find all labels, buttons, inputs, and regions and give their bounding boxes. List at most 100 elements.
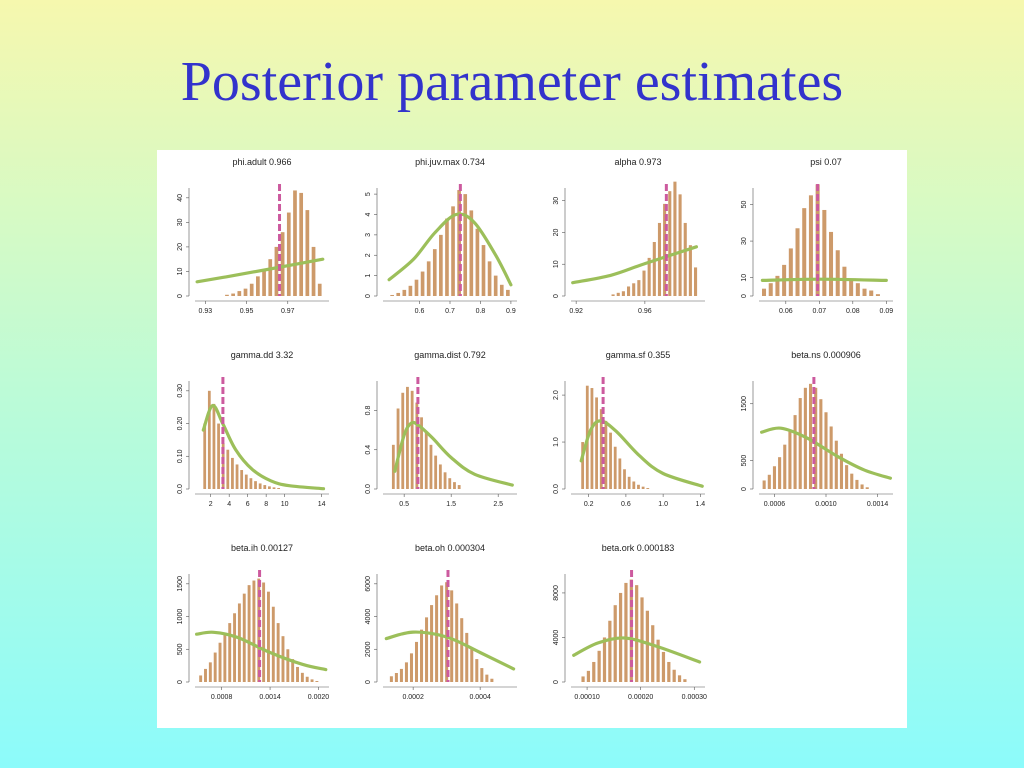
histogram-bar [391, 444, 395, 489]
y-tick-label: 5 [365, 192, 372, 196]
y-tick-label: 3 [365, 233, 372, 237]
histogram-bar [663, 203, 667, 296]
x-tick-label: 0.6 [621, 501, 631, 508]
y-tick-label: 1 [365, 274, 372, 278]
x-tick-label: 0.92 [569, 308, 583, 315]
panel-title: beta.oh 0.000304 [415, 543, 485, 553]
histogram-bar [768, 283, 773, 296]
y-tick-label: 20 [553, 228, 560, 236]
histogram-bar [651, 625, 655, 682]
y-tick-label: 10 [553, 260, 560, 268]
panel-beta-ns: beta.ns 0.000906 0.0006 0.0010 0.0014 0 500 15… [741, 350, 893, 508]
histogram-bar [434, 455, 438, 489]
histogram-bar [415, 402, 419, 489]
histogram-bar [300, 672, 304, 682]
histogram-bar [263, 485, 267, 489]
panel-title: psi 0.07 [810, 157, 842, 167]
x-tick-label: 2.5 [493, 501, 503, 508]
histogram-bar [597, 650, 601, 682]
x-tick-label: 0.0014 [867, 501, 889, 508]
panel-title: beta.ih 0.00127 [231, 543, 293, 553]
y-tick-label: 4000 [365, 609, 372, 625]
histogram-bar [772, 466, 777, 489]
histogram-bar [414, 279, 419, 296]
histogram-bar [268, 486, 271, 489]
histogram-bar [656, 639, 660, 682]
histogram-bar [262, 582, 266, 682]
histogram-bar [394, 673, 398, 682]
histogram-bar [493, 275, 498, 296]
histogram-bar [293, 190, 297, 296]
histogram-bar [203, 423, 207, 489]
histogram-bar [834, 440, 838, 489]
histogram-bar [451, 206, 455, 296]
histogram-bar [453, 482, 456, 489]
histogram-bar [599, 409, 603, 489]
histogram-bar [299, 192, 304, 296]
histogram-bar [296, 666, 299, 682]
x-tick-label: 1.4 [695, 501, 705, 508]
histogram-bar [586, 670, 591, 682]
histogram-bar [618, 458, 622, 489]
x-tick-label: 0.08 [846, 308, 860, 315]
x-tick-label: 1.5 [446, 501, 456, 508]
panel-phi-juv-max: phi.juv.max 0.734 0.6 0.7 0.8 0.9 0 1 2 3 4 5 [365, 157, 517, 315]
histogram-bar [855, 283, 860, 296]
panel-beta-ork: beta.ork 0.000183 0.00010 0.00020 0.00030 0 4… [553, 543, 707, 701]
histogram-bar [862, 288, 867, 296]
histogram-bar [231, 457, 234, 489]
histogram-bar [778, 457, 782, 489]
histogram-bar [223, 632, 227, 682]
histogram-bar [788, 431, 792, 489]
panel-psi: psi 0.07 0.06 0.07 0.08 0.09 0 10 30 50 [741, 157, 893, 315]
histogram-bar [668, 191, 672, 296]
histogram-bar [237, 291, 242, 296]
y-tick-label: 30 [553, 197, 560, 205]
histogram-bar [640, 597, 644, 682]
histogram-bar [808, 195, 813, 296]
histogram-bar [470, 647, 474, 682]
y-tick-label: 2.0 [553, 390, 560, 400]
y-tick-label: 0 [365, 680, 372, 684]
histogram-bar [426, 261, 431, 296]
x-tick-label: 8 [264, 501, 268, 508]
panel-title: phi.adult 0.966 [232, 157, 291, 167]
histogram-bar [795, 228, 800, 296]
histogram-bar [637, 484, 640, 489]
histogram-bar [445, 218, 449, 296]
density-curve [195, 257, 325, 284]
x-tick-label: 0.96 [638, 308, 652, 315]
histogram-bar [814, 387, 818, 489]
y-tick-label: 4 [365, 212, 372, 216]
histogram-bar [208, 662, 212, 682]
x-tick-label: 0.0010 [815, 501, 837, 508]
density-curve [393, 420, 514, 487]
density-curve [195, 630, 328, 672]
histogram-bar [262, 269, 266, 296]
y-tick-label: 0.30 [177, 384, 184, 398]
histogram-bar [460, 618, 464, 682]
histogram-bar [457, 485, 461, 489]
x-tick-label: 14 [318, 501, 326, 508]
histogram-bar [218, 642, 222, 682]
histogram-bar [450, 590, 454, 682]
panel-title: phi.juv.max 0.734 [415, 157, 485, 167]
histogram-bar [802, 208, 807, 296]
histogram-bar [247, 585, 251, 682]
figure-panel: phi.adult 0.966 0.93 0.95 0.97 0 10 20 30 40 phi.… [157, 150, 907, 728]
histogram-bar [390, 294, 394, 296]
histogram-bar [673, 181, 677, 296]
histogram-bar [258, 483, 262, 489]
histogram-bar [410, 390, 414, 489]
y-tick-label: 500 [177, 643, 184, 655]
histogram-bar [637, 280, 641, 296]
histogram-bar [420, 629, 424, 682]
panel-title: gamma.dd 3.32 [231, 350, 294, 360]
histogram-bar [455, 603, 459, 682]
histogram-bar [849, 279, 854, 296]
histogram-bar [590, 388, 594, 489]
histogram-bar [678, 194, 682, 296]
y-tick-label: 30 [177, 218, 184, 226]
histogram-bar [430, 605, 434, 682]
